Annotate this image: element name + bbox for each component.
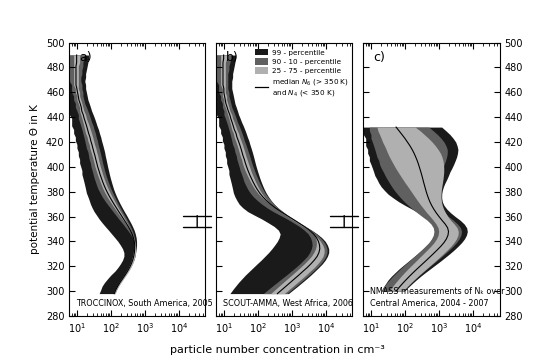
Text: c): c) bbox=[373, 51, 385, 64]
Text: a): a) bbox=[79, 51, 92, 64]
Text: particle number concentration in cm⁻³: particle number concentration in cm⁻³ bbox=[170, 345, 385, 355]
Text: b): b) bbox=[226, 51, 239, 64]
Text: TROCCINOX, South America, 2005: TROCCINOX, South America, 2005 bbox=[76, 299, 213, 308]
Text: NMASS measurements of Nₖ over
Central America, 2004 - 2007: NMASS measurements of Nₖ over Central Am… bbox=[370, 287, 504, 308]
Legend: 99 - percentile, 90 - 10 - percentile, 25 - 75 - percentile, median $N_6$ (> 350: 99 - percentile, 90 - 10 - percentile, 2… bbox=[254, 48, 350, 99]
Y-axis label: potential temperature Θ in K: potential temperature Θ in K bbox=[31, 104, 41, 254]
Text: SCOUT-AMMA, West Africa, 2006: SCOUT-AMMA, West Africa, 2006 bbox=[223, 299, 353, 308]
